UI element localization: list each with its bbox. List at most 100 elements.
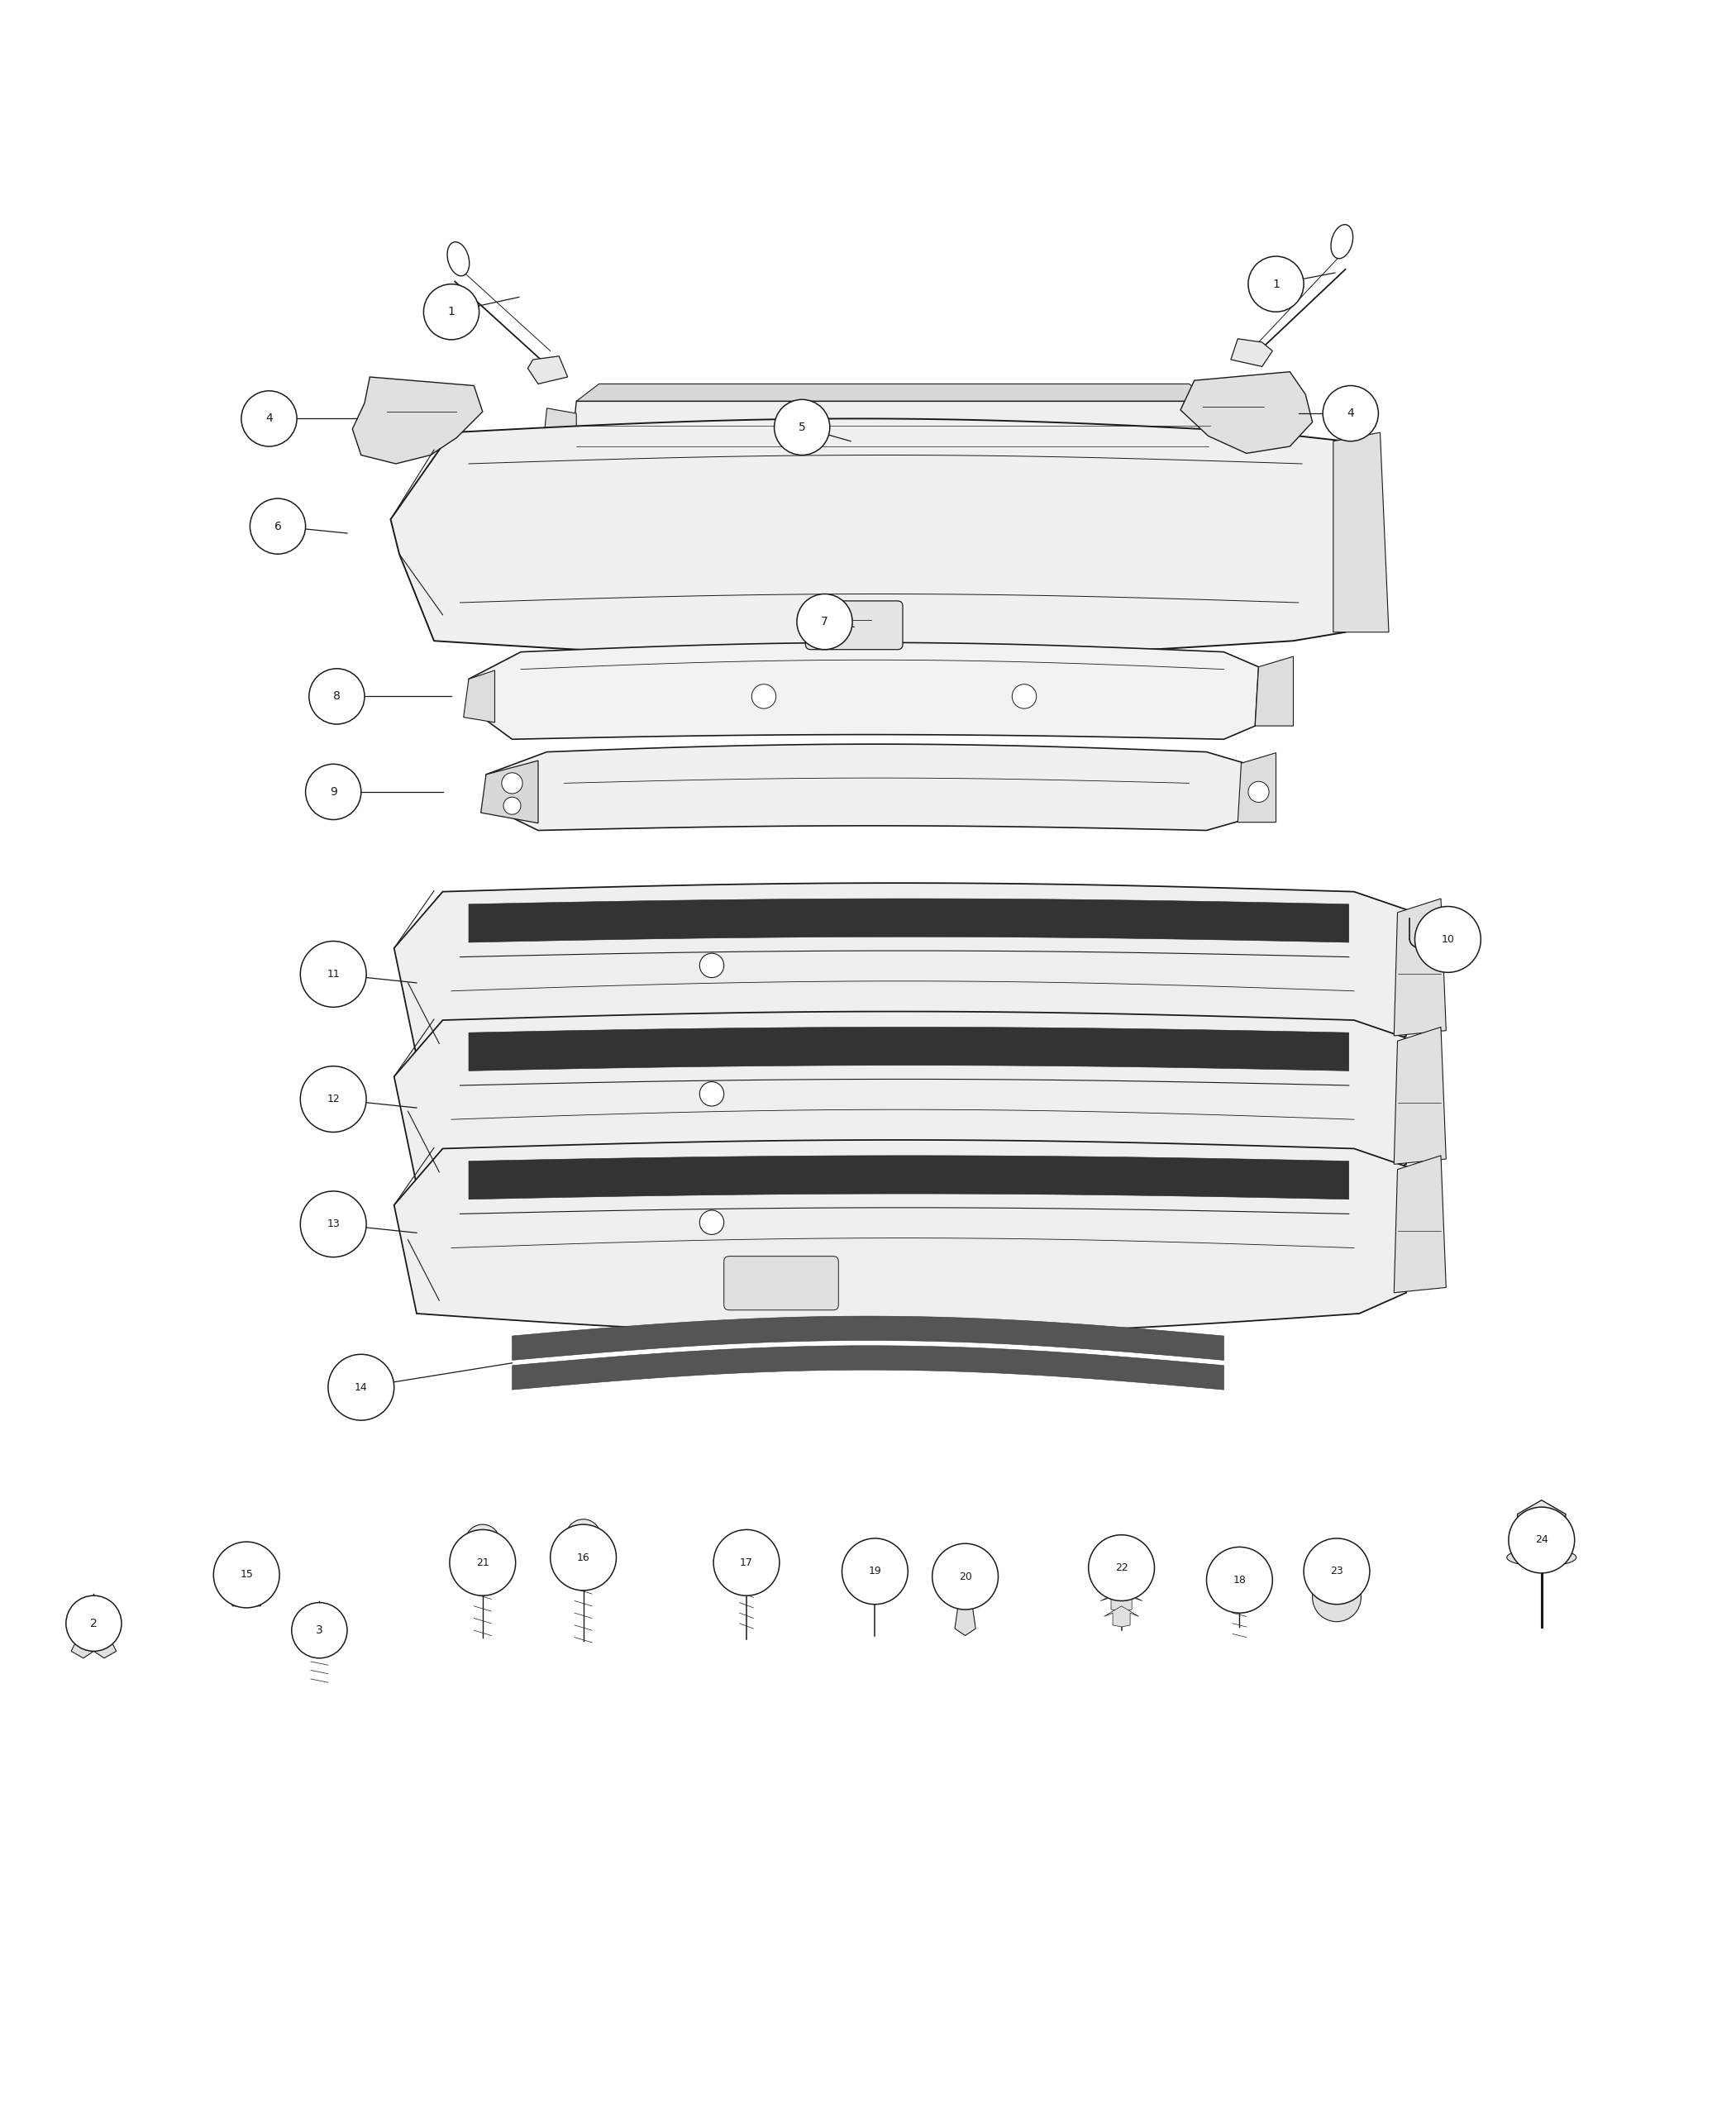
Polygon shape (394, 1012, 1415, 1206)
Circle shape (250, 497, 306, 554)
Polygon shape (1394, 1027, 1446, 1164)
Circle shape (1207, 1547, 1272, 1613)
Text: 21: 21 (476, 1558, 490, 1568)
Circle shape (1415, 906, 1481, 972)
Text: 16: 16 (576, 1551, 590, 1562)
Text: 4: 4 (1347, 407, 1354, 419)
Circle shape (502, 774, 523, 793)
Polygon shape (542, 409, 576, 466)
Circle shape (304, 1611, 335, 1642)
Circle shape (713, 1530, 779, 1596)
Text: 3: 3 (316, 1625, 323, 1636)
Circle shape (214, 1541, 279, 1608)
Polygon shape (1394, 898, 1446, 1035)
Polygon shape (1255, 656, 1293, 725)
Polygon shape (1097, 1575, 1146, 1596)
Circle shape (306, 763, 361, 820)
Polygon shape (1224, 1560, 1255, 1596)
Text: 4: 4 (266, 413, 273, 424)
Text: 17: 17 (740, 1558, 753, 1568)
Polygon shape (1238, 753, 1276, 822)
Text: 15: 15 (240, 1570, 253, 1581)
Polygon shape (71, 1634, 116, 1659)
Polygon shape (226, 1575, 267, 1606)
Circle shape (1304, 1539, 1370, 1604)
Text: 1: 1 (448, 306, 455, 318)
Text: 14: 14 (354, 1383, 368, 1393)
Circle shape (1012, 685, 1036, 708)
Circle shape (700, 953, 724, 978)
Text: 23: 23 (1330, 1566, 1344, 1577)
Text: 12: 12 (326, 1094, 340, 1105)
Circle shape (292, 1602, 347, 1659)
Ellipse shape (1507, 1549, 1576, 1566)
Polygon shape (469, 1027, 1349, 1071)
Circle shape (932, 1543, 998, 1611)
Polygon shape (1233, 405, 1259, 453)
Polygon shape (576, 384, 1212, 401)
Ellipse shape (861, 1560, 889, 1592)
FancyBboxPatch shape (724, 1256, 838, 1309)
Polygon shape (1517, 1501, 1566, 1556)
Circle shape (700, 1210, 724, 1235)
Circle shape (1248, 257, 1304, 312)
Bar (1328, 1573, 1345, 1598)
Polygon shape (512, 1345, 1224, 1389)
Polygon shape (481, 761, 538, 822)
Polygon shape (1394, 1155, 1446, 1292)
Text: 6: 6 (274, 521, 281, 531)
Ellipse shape (448, 242, 469, 276)
Text: 7: 7 (821, 616, 828, 628)
Circle shape (300, 940, 366, 1008)
Polygon shape (1207, 390, 1233, 479)
Polygon shape (1104, 1606, 1139, 1627)
Circle shape (450, 1530, 516, 1596)
Polygon shape (569, 401, 1212, 470)
Circle shape (424, 285, 479, 339)
Polygon shape (528, 356, 568, 384)
Polygon shape (512, 1315, 1224, 1360)
FancyBboxPatch shape (806, 601, 903, 649)
Polygon shape (464, 670, 495, 723)
Circle shape (1248, 782, 1269, 803)
Circle shape (300, 1191, 366, 1256)
Polygon shape (486, 744, 1245, 831)
Text: 20: 20 (958, 1570, 972, 1581)
Circle shape (700, 1081, 724, 1107)
Ellipse shape (726, 1556, 767, 1573)
Polygon shape (953, 1587, 977, 1636)
Circle shape (241, 390, 297, 447)
Circle shape (503, 797, 521, 814)
Circle shape (797, 594, 852, 649)
Circle shape (465, 1524, 500, 1560)
Polygon shape (469, 643, 1259, 740)
Circle shape (1323, 386, 1378, 441)
Polygon shape (1094, 1560, 1149, 1581)
Text: 10: 10 (1441, 934, 1455, 944)
Text: 11: 11 (326, 970, 340, 980)
Polygon shape (1333, 432, 1389, 632)
Circle shape (300, 1067, 366, 1132)
Circle shape (66, 1596, 122, 1651)
Circle shape (328, 1353, 394, 1421)
Text: 22: 22 (1115, 1562, 1128, 1573)
Ellipse shape (1332, 226, 1352, 259)
Text: 1: 1 (1272, 278, 1279, 291)
Text: 13: 13 (326, 1218, 340, 1229)
Circle shape (774, 401, 830, 455)
Text: 24: 24 (1535, 1535, 1549, 1545)
Circle shape (309, 668, 365, 725)
Polygon shape (1101, 1589, 1142, 1611)
Polygon shape (391, 419, 1345, 658)
Text: 18: 18 (1233, 1575, 1246, 1585)
Text: 2: 2 (90, 1617, 97, 1629)
Circle shape (566, 1520, 601, 1554)
Text: 8: 8 (333, 691, 340, 702)
Circle shape (752, 685, 776, 708)
Text: 19: 19 (868, 1566, 882, 1577)
Circle shape (1088, 1535, 1154, 1600)
Polygon shape (394, 1140, 1415, 1334)
Polygon shape (469, 898, 1349, 942)
Polygon shape (352, 377, 483, 464)
Circle shape (842, 1539, 908, 1604)
